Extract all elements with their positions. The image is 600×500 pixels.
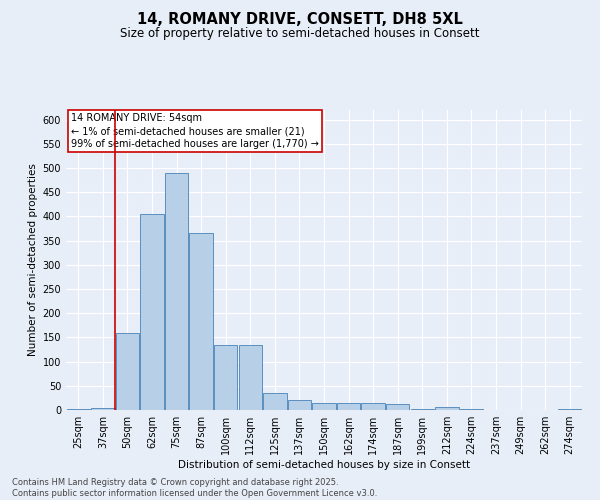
Y-axis label: Number of semi-detached properties: Number of semi-detached properties bbox=[28, 164, 38, 356]
Bar bbox=[313, 402, 335, 410]
Bar bbox=[67, 408, 90, 410]
Bar bbox=[140, 214, 164, 410]
Bar bbox=[190, 234, 213, 410]
Bar bbox=[116, 332, 139, 410]
Text: Size of property relative to semi-detached houses in Consett: Size of property relative to semi-detach… bbox=[120, 28, 480, 40]
Text: 14 ROMANY DRIVE: 54sqm
← 1% of semi-detached houses are smaller (21)
99% of semi: 14 ROMANY DRIVE: 54sqm ← 1% of semi-deta… bbox=[71, 113, 319, 150]
Bar bbox=[239, 344, 262, 410]
Bar bbox=[460, 408, 483, 410]
Bar bbox=[337, 402, 360, 410]
Bar bbox=[410, 408, 434, 410]
Bar bbox=[165, 173, 188, 410]
Bar bbox=[91, 408, 115, 410]
Text: Contains HM Land Registry data © Crown copyright and database right 2025.
Contai: Contains HM Land Registry data © Crown c… bbox=[12, 478, 377, 498]
Bar bbox=[361, 402, 385, 410]
Bar bbox=[214, 344, 238, 410]
Text: 14, ROMANY DRIVE, CONSETT, DH8 5XL: 14, ROMANY DRIVE, CONSETT, DH8 5XL bbox=[137, 12, 463, 28]
X-axis label: Distribution of semi-detached houses by size in Consett: Distribution of semi-detached houses by … bbox=[178, 460, 470, 470]
Bar bbox=[263, 393, 287, 410]
Bar bbox=[558, 409, 581, 410]
Bar bbox=[386, 404, 409, 410]
Bar bbox=[435, 407, 458, 410]
Bar bbox=[288, 400, 311, 410]
